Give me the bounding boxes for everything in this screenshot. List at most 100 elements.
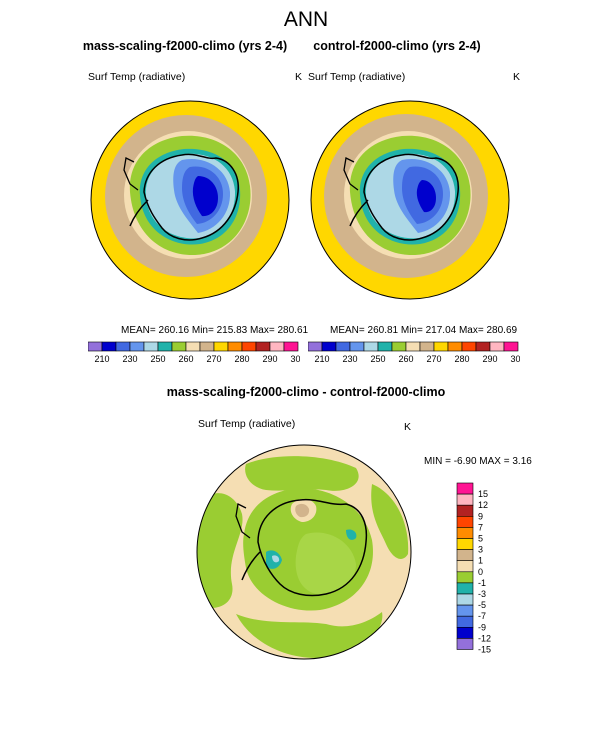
panel2-colorbar-cell-11: [461, 341, 477, 352]
panel2-colorbar: 210 230 250 260 270 280 290 300: [308, 341, 520, 363]
panel2-colorbar-tick-label: 210: [314, 354, 329, 363]
panel2-colorbar-tick-label: 280: [454, 354, 469, 363]
panel3-colorbar-tick-label: -5: [478, 600, 486, 610]
panel1-map-border: [90, 100, 290, 300]
panel2-colorbar-tick-label: 300: [510, 354, 520, 363]
panel1-colorbar-cell-13: [269, 341, 285, 352]
panel3-colorbar-cell-5: [456, 538, 474, 550]
panel1-colorbar-tick-label: 250: [150, 354, 165, 363]
panel2-colorbar-tick-label: 270: [426, 354, 441, 363]
panel3-colorbar-tick-label: 5: [478, 534, 483, 544]
panel3-map-border: [196, 444, 412, 660]
panel1-colorbar-cell-1: [101, 341, 117, 352]
panel3-colorbar-tick-label: 7: [478, 522, 483, 532]
panel3-colorbar-cell-0: [456, 482, 474, 495]
panel1-peninsula: [123, 157, 139, 191]
panel2-colorbar-cell-12: [475, 341, 491, 352]
panel3-patch-lightblue: [272, 555, 280, 563]
panel3-colorbar-tick-label: -7: [478, 611, 486, 621]
panel3-colorbar-cell-2: [456, 504, 474, 517]
panel2-colorbar-tick-label: 260: [398, 354, 413, 363]
panel2-colorbar-cell-14: [503, 341, 519, 352]
panel1-colorbar-tick-label: 260: [178, 354, 193, 363]
panel3-title: mass-scaling-f2000-climo - control-f2000…: [166, 385, 446, 399]
panel2-variable-label: Surf Temp (radiative): [308, 71, 406, 83]
panel2-colorbar-tick-label: 230: [342, 354, 357, 363]
panel1-colorbar-cell-5: [157, 341, 173, 352]
panel3-patch-green-east: [371, 484, 409, 559]
panel1-colorbar-cell-8: [199, 341, 215, 352]
panel2-peninsula: [343, 157, 359, 191]
panel2-colorbar-cell-1: [321, 341, 337, 352]
panel3-polar-map: [196, 444, 412, 660]
panel3-colorbar-cell-10: [456, 593, 474, 606]
panel1-colorbar-tick-label: 300: [290, 354, 300, 363]
panel2-colorbar-cell-0: [308, 341, 323, 352]
panel1-colorbar-cell-3: [129, 341, 145, 352]
panel3-colorbar-tick-label: -15: [478, 645, 491, 655]
panel1-stats: MEAN= 260.16 Min= 215.83 Max= 280.61: [121, 325, 309, 336]
panel3-colorbar-cell-13: [456, 627, 474, 639]
panel3-colorbar-cell-12: [456, 615, 474, 628]
panel3-colorbar-cell-6: [456, 549, 474, 561]
panel1-units-label: K: [295, 71, 303, 83]
panel2-band-mediumblue: [416, 180, 436, 213]
panel3-patch-green-west: [197, 493, 243, 608]
panel3-colorbar-cell-3: [456, 515, 474, 528]
panel2-colorbar-cell-8: [419, 341, 435, 352]
panel1-title: mass-scaling-f2000-climo (yrs 2-4): [82, 39, 288, 53]
panel3-colorbar-tick-label: -9: [478, 622, 486, 632]
panel3-colorbar-tick-label: 3: [478, 545, 483, 555]
panel2-colorbar-tick-label: 250: [370, 354, 385, 363]
panel1-colorbar-cell-4: [143, 341, 159, 352]
panel3-colorbar-cell-4: [456, 527, 474, 539]
panel1-colorbar-cell-12: [255, 341, 271, 352]
panel2-title: control-f2000-climo (yrs 2-4): [313, 39, 481, 53]
panel3-colorbar-cell-1: [456, 493, 474, 506]
panel2-colorbar-tick-label: 290: [482, 354, 497, 363]
panel2-colorbar-cell-5: [377, 341, 393, 352]
panel1-colorbar-tick-label: 290: [262, 354, 277, 363]
panel2-colorbar-cell-3: [349, 341, 365, 352]
panel1-colorbar-cell-9: [213, 341, 229, 352]
panel1-colorbar-tick-label: 270: [206, 354, 221, 363]
panel2-map-border: [310, 100, 510, 300]
panel2-coastline: [349, 153, 459, 241]
panel3-stats: MIN = -6.90 MAX = 3.16: [424, 456, 532, 467]
panel3-colorbar-tick-label: 12: [478, 500, 488, 510]
panel3-colorbar-tick-label: 9: [478, 511, 483, 521]
panel3-colorbar-tick-label: 1: [478, 556, 483, 566]
panel3-colorbar-cell-7: [456, 560, 474, 573]
panel3-coastline: [241, 498, 368, 597]
panel3-peninsula: [235, 503, 251, 539]
panel2-units-label: K: [513, 71, 521, 83]
panel3-colorbar-tick-label: 15: [478, 489, 488, 499]
panel3-patch-green-south: [236, 612, 383, 658]
panel1-band-mediumblue: [192, 176, 218, 217]
panel2-colorbar-cell-10: [447, 341, 463, 352]
panel3-colorbar-tick-label: -1: [478, 578, 486, 588]
panel1-colorbar-cell-0: [88, 341, 103, 352]
panel1-colorbar-cell-7: [185, 341, 201, 352]
panel1-coastline: [129, 153, 239, 241]
panel1-colorbar-tick-label: 280: [234, 354, 249, 363]
panel1-polar-map: [90, 100, 290, 300]
panel2-stats: MEAN= 260.81 Min= 217.04 Max= 280.69: [330, 325, 518, 336]
panel3-colorbar-cell-11: [456, 604, 474, 617]
panel3-colorbar-tick-label: 0: [478, 567, 483, 577]
panel3-patch-teal-east: [346, 529, 357, 540]
panel2-polar-map: [310, 100, 510, 300]
panel1-colorbar: 210 230 250 260 270 280 290 300: [88, 341, 300, 363]
panel3-patch-lightgreen: [295, 532, 356, 595]
panel2-colorbar-cell-4: [363, 341, 379, 352]
panel3-colorbar-tick-label: -3: [478, 589, 486, 599]
panel1-colorbar-cell-10: [227, 341, 243, 352]
panel1-colorbar-tick-label: 210: [94, 354, 109, 363]
panel1-colorbar-cell-2: [115, 341, 131, 352]
panel3-colorbar-cell-8: [456, 571, 474, 584]
panel3-colorbar-cell-9: [456, 582, 474, 595]
panel1-variable-label: Surf Temp (radiative): [88, 71, 186, 83]
panel3-colorbar-cell-14: [456, 638, 474, 650]
panel2-colorbar-cell-6: [391, 341, 407, 352]
panel2-colorbar-cell-2: [335, 341, 351, 352]
